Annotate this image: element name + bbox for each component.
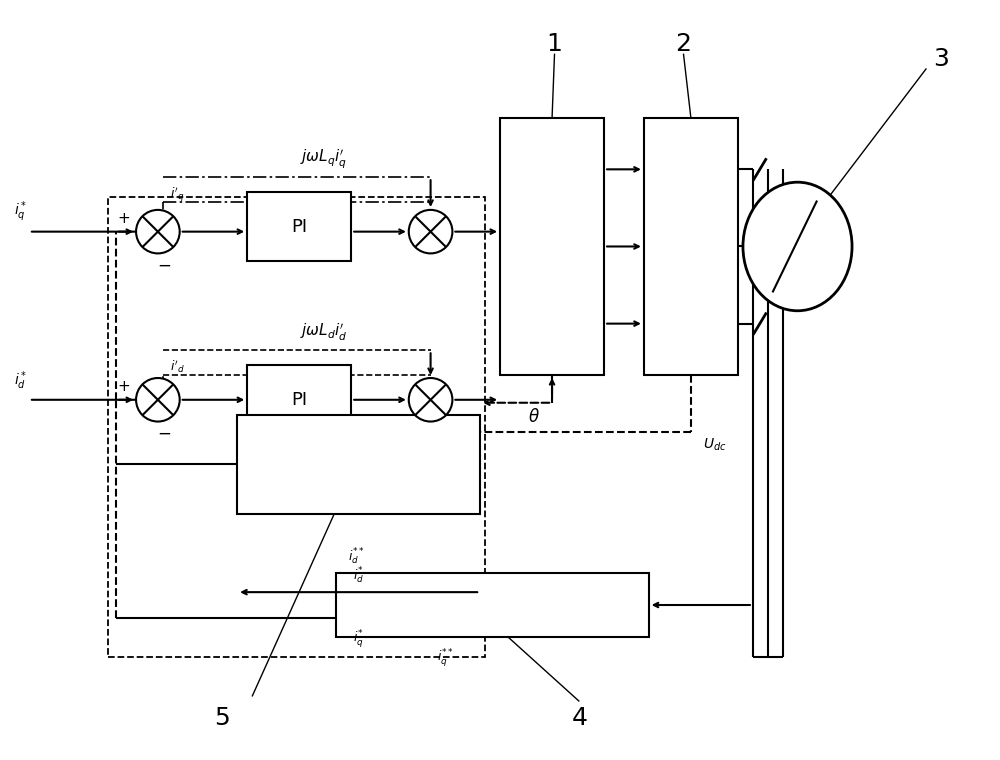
Text: 2: 2 [675, 32, 691, 55]
Circle shape [409, 378, 452, 422]
Text: $\theta$: $\theta$ [528, 407, 540, 426]
Bar [237, 415, 480, 514]
Text: 1: 1 [547, 32, 562, 55]
Circle shape [409, 210, 452, 253]
Text: +: + [118, 379, 131, 394]
Circle shape [136, 378, 180, 422]
Text: 3: 3 [933, 46, 949, 71]
Text: 4: 4 [571, 706, 587, 730]
Text: $i'_d$: $i'_d$ [170, 359, 185, 375]
Ellipse shape [743, 182, 852, 311]
Text: +: + [118, 211, 131, 226]
Text: $i^{**}_d$: $i^{**}_d$ [348, 546, 365, 567]
Text: −: − [157, 424, 171, 442]
Text: $i^{*}_q$: $i^{*}_q$ [353, 628, 364, 650]
Bar [108, 197, 485, 657]
Text: $j\omega L_d i^{\prime}_d$: $j\omega L_d i^{\prime}_d$ [300, 322, 348, 344]
Circle shape [136, 210, 180, 253]
Text: $i^*_q$: $i^*_q$ [14, 199, 27, 223]
Text: $i^*_d$: $i^*_d$ [14, 369, 27, 392]
Text: $i^{**}_q$: $i^{**}_q$ [437, 647, 454, 669]
Bar [336, 573, 649, 637]
Text: $j\omega L_q i^{\prime}_q$: $j\omega L_q i^{\prime}_q$ [300, 147, 347, 170]
Text: $i^{*}_d$: $i^{*}_d$ [353, 566, 364, 586]
Bar [247, 365, 351, 435]
Text: $i'_q$: $i'_q$ [170, 185, 184, 204]
Bar [247, 192, 351, 261]
Text: PI: PI [291, 217, 307, 236]
Text: 5: 5 [214, 706, 230, 730]
Bar [500, 118, 604, 375]
Bar [644, 118, 738, 375]
Text: $U_{dc}$: $U_{dc}$ [703, 436, 726, 453]
Text: PI: PI [291, 391, 307, 409]
Text: −: − [157, 256, 171, 274]
